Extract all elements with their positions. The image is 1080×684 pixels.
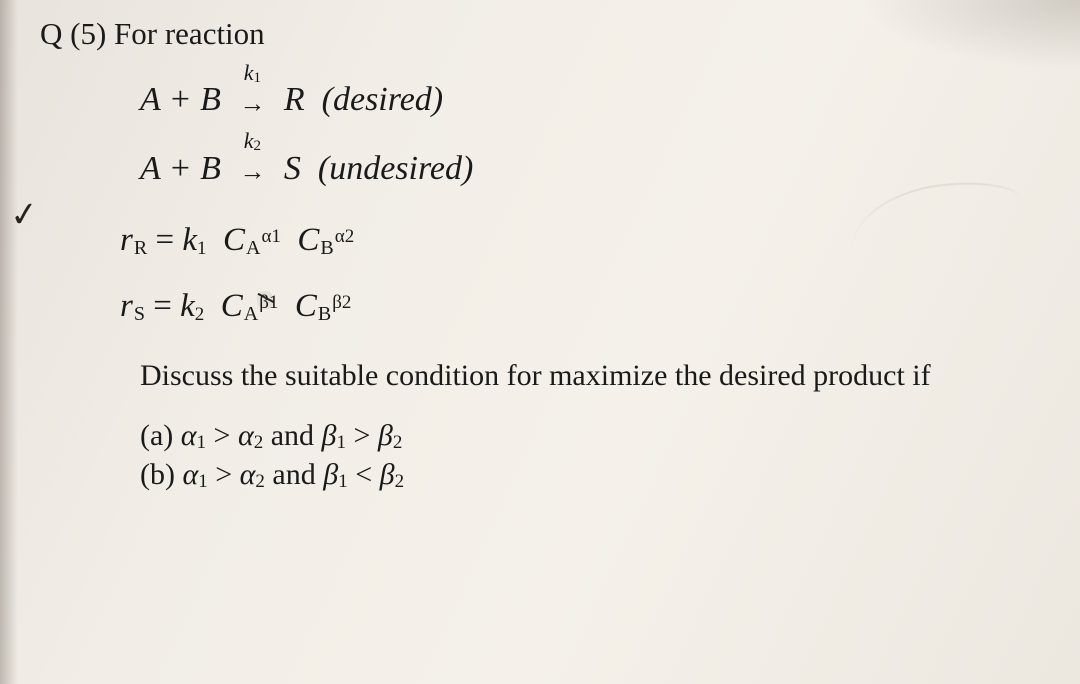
option-b-cmp2: < [355,458,379,491]
option-a: (a) α1 > α2 and β1 > β2 [140,419,1040,454]
option-b-b1-sub: 1 [338,471,348,492]
rightarrow-icon: → [239,157,265,186]
rate-s-ca-exp: β1 [259,292,278,313]
reaction-undesired: A + B k2 → S (undesired) [140,149,1040,192]
option-a-b1: β [322,419,337,452]
rate-r-symbol: r [120,222,133,258]
option-a-b2: β [378,419,393,452]
rate-r-k: k [182,222,197,258]
discuss-text: Discuss the suitable condition for maxim… [140,359,1040,393]
reaction2-right: S [284,150,301,187]
rate-r-ca: C [223,222,245,258]
rate-r-ca-sub: A [246,237,260,259]
option-a-a2-sub: 2 [254,432,264,453]
rate-s-k-sub: 2 [195,304,205,325]
option-a-and: and [271,419,322,452]
rate-s-k: k [180,288,195,324]
option-b-b1: β [323,458,338,491]
question-heading: Q (5) For reaction [40,16,1040,52]
option-b-cmp1: > [215,458,239,491]
paper-edge-shadow [0,0,18,684]
reaction1-k-sub: 1 [254,70,262,86]
option-a-a2: α [238,419,254,452]
reaction2-k: k [244,128,254,153]
rate-s-ca: C [221,288,243,324]
option-b-b2-sub: 2 [395,471,405,492]
rate-r-sub: R [134,237,147,259]
rate-s-equation: rS = k2 CAβ1 CBβ2 [120,287,1040,327]
handwritten-check-icon: ✓ [8,194,41,237]
option-a-label: (a) [140,419,181,452]
option-a-cmp2: > [354,419,378,452]
option-b-label: (b) [140,458,182,491]
option-a-cmp1: > [214,419,238,452]
reaction2-arrow: k2 → [233,150,271,191]
page-content: Q (5) For reaction A + B k1 → R (desired… [40,16,1040,497]
rate-r-cb: C [297,222,319,258]
reaction-desired: A + B k1 → R (desired) [140,80,1040,123]
equals-sign: = [155,222,182,258]
option-b-and: and [272,458,323,491]
rate-s-cb: C [295,288,317,324]
rate-r-ca-exp: α1 [261,226,280,247]
option-a-b2-sub: 2 [393,432,403,453]
reaction2-left: A + B [140,150,221,187]
rate-r-k-sub: 1 [197,238,207,259]
rate-r-cb-exp: α2 [335,226,354,247]
rate-s-symbol: r [120,288,133,324]
rightarrow-icon: → [239,89,265,118]
equals-sign: = [153,288,180,324]
option-b-a1-sub: 1 [198,471,208,492]
reaction2-k-sub: 2 [254,138,262,154]
option-b-b2: β [380,458,395,491]
option-a-a1: α [181,419,197,452]
rate-s-cb-exp: β2 [332,292,351,313]
reaction1-left: A + B [140,81,221,118]
reaction1-note: (desired) [313,81,443,118]
reaction1-k: k [244,60,254,85]
rate-s-sub: S [134,303,145,325]
rate-r-equation: rR = k1 CAα1 CBα2 [120,221,1040,261]
option-b-a1: α [182,458,198,491]
reaction1-right: R [284,81,305,118]
rate-r-cb-sub: B [320,237,333,259]
option-a-b1-sub: 1 [337,432,347,453]
reaction1-arrow: k1 → [233,82,271,123]
rate-s-cb-sub: B [318,303,331,325]
option-b-a2-sub: 2 [255,471,265,492]
reaction2-note: (undesired) [309,150,473,187]
option-b-a2: α [240,458,256,491]
option-b: (b) α1 > α2 and β1 < β2 [140,458,1040,493]
option-a-a1-sub: 1 [197,432,207,453]
rate-s-ca-sub: A [244,303,258,325]
